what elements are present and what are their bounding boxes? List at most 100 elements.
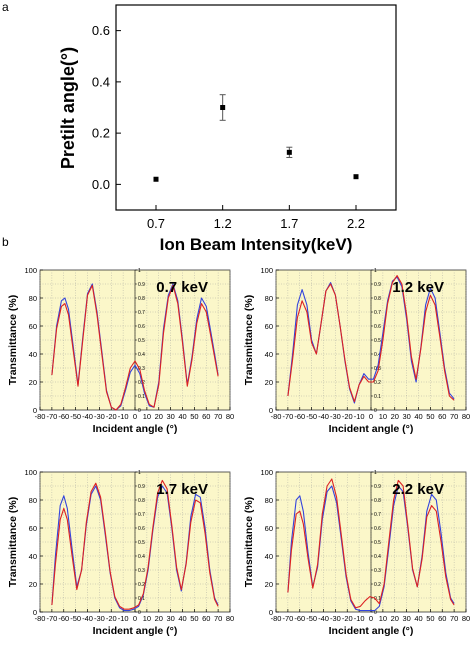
y-tick-label: 100: [24, 468, 37, 477]
x-tick-label: -40: [82, 412, 93, 421]
y-axis-label: Transmittance (%): [243, 295, 255, 385]
y-tick-label: 60: [29, 524, 37, 533]
y-tick-label: 80: [29, 294, 37, 303]
x-tick-label: 80: [226, 614, 234, 623]
x-tick-label: -50: [306, 614, 317, 623]
subplot-1.7-kev: 00.10.20.30.40.50.60.70.80.9102040608010…: [7, 468, 234, 637]
y-tick-label: 80: [29, 496, 37, 505]
y-axis-label: Transmittance (%): [7, 497, 19, 587]
inner-tick-label: 0.9: [374, 484, 381, 490]
subplot-1.2-kev: 00.10.20.30.40.50.60.70.80.9102040608010…: [243, 266, 470, 435]
x-tick-label: -50: [70, 412, 81, 421]
y-tick-label: 40: [265, 552, 273, 561]
x-tick-label: 80: [226, 412, 234, 421]
x-tick-label: 0.7: [147, 216, 165, 231]
inner-tick-label: 0.3: [374, 366, 381, 372]
y-tick-label: 20: [265, 580, 273, 589]
x-tick-label: 20: [155, 614, 163, 623]
inner-tick-label: 1: [374, 268, 377, 274]
x-tick-label: -40: [318, 412, 329, 421]
x-tick-label: 50: [190, 614, 198, 623]
x-axis-label: Incident angle (°): [329, 625, 414, 637]
x-axis-label: Ion Beam Intensity(keV): [160, 235, 353, 254]
energy-label: 1.7 keV: [156, 481, 208, 498]
y-tick-label: 0.2: [92, 126, 110, 141]
x-tick-label: -20: [106, 614, 117, 623]
red-curve: [51, 284, 219, 411]
inner-tick-label: 0: [374, 610, 377, 616]
x-tick-label: 30: [402, 412, 410, 421]
x-axis-label: Incident angle (°): [329, 423, 414, 435]
inner-tick-label: 0.4: [138, 352, 145, 358]
x-tick-label: -70: [46, 412, 57, 421]
red-curve: [287, 478, 455, 609]
x-tick-label: 2.2: [347, 216, 365, 231]
y-tick-label: 40: [29, 552, 37, 561]
plot-frame: [115, 4, 397, 211]
x-tick-label: -20: [342, 412, 353, 421]
x-tick-label: -70: [46, 614, 57, 623]
inner-tick-label: 0.4: [138, 554, 145, 560]
inner-tick-label: 0.5: [138, 540, 145, 546]
x-tick-label: -30: [94, 412, 105, 421]
x-tick-label: 0: [133, 412, 137, 421]
inner-tick-label: 0.7: [374, 512, 381, 518]
x-tick-label: 30: [166, 614, 174, 623]
y-tick-label: 0.6: [92, 23, 110, 38]
y-tick-label: 0: [269, 406, 273, 415]
x-tick-label: 10: [379, 412, 387, 421]
x-tick-label: 60: [438, 412, 446, 421]
y-tick-label: 100: [260, 266, 273, 275]
y-axis-label: Transmittance (%): [7, 295, 19, 385]
x-tick-label: 10: [143, 412, 151, 421]
data-point: [153, 176, 159, 182]
x-tick-label: -70: [282, 412, 293, 421]
red-curve: [287, 275, 455, 403]
inner-tick-label: 0.5: [138, 338, 145, 344]
y-axis-label: Transmittance (%): [243, 497, 255, 587]
inner-tick-label: 0.4: [374, 554, 381, 560]
x-tick-label: -60: [294, 412, 305, 421]
x-tick-label: 40: [178, 412, 186, 421]
x-tick-label: 60: [202, 412, 210, 421]
inner-tick-label: 0.7: [138, 310, 145, 316]
y-tick-label: 20: [29, 580, 37, 589]
inner-tick-label: 0.3: [138, 366, 145, 372]
y-tick-label: 60: [29, 322, 37, 331]
data-point: [353, 174, 359, 180]
inner-tick-label: 1: [374, 470, 377, 476]
x-tick-label: -30: [330, 614, 341, 623]
x-tick-label: -40: [318, 614, 329, 623]
x-tick-label: -60: [294, 614, 305, 623]
inner-tick-label: 0.3: [374, 568, 381, 574]
inner-tick-label: 1: [138, 470, 141, 476]
inner-tick-label: 0.8: [138, 296, 145, 302]
y-axis-label: Pretilt angle(°): [58, 47, 78, 169]
inner-tick-label: 0.1: [374, 596, 381, 602]
inner-tick-label: 0.8: [374, 498, 381, 504]
x-tick-label: 0: [133, 614, 137, 623]
y-tick-label: 20: [265, 378, 273, 387]
x-tick-label: 1.2: [214, 216, 232, 231]
data-point: [286, 149, 292, 155]
inner-tick-label: 0.1: [374, 394, 381, 400]
x-tick-label: 0: [369, 614, 373, 623]
x-ticks: 0.7 1.2 1.7 2.2: [147, 205, 365, 231]
inner-tick-label: 1: [138, 268, 141, 274]
x-tick-label: 0: [369, 412, 373, 421]
x-tick-label: -70: [282, 614, 293, 623]
pretilt-angle-chart: Pretilt angle(°) Ion Beam Intensity(keV)…: [58, 4, 397, 254]
subplot-0.7-kev: 00.10.20.30.40.50.60.70.80.9102040608010…: [7, 266, 234, 435]
inner-tick-label: 0.8: [374, 296, 381, 302]
x-tick-label: 40: [414, 412, 422, 421]
panel-a-letter: a: [2, 0, 9, 14]
x-tick-label: -60: [58, 412, 69, 421]
inner-tick-label: 0.9: [138, 484, 145, 490]
y-tick-label: 100: [24, 266, 37, 275]
x-tick-label: 20: [391, 412, 399, 421]
y-tick-label: 40: [265, 350, 273, 359]
energy-label: 1.2 keV: [392, 279, 444, 296]
x-tick-label: 50: [190, 412, 198, 421]
y-tick-label: 0: [33, 608, 37, 617]
